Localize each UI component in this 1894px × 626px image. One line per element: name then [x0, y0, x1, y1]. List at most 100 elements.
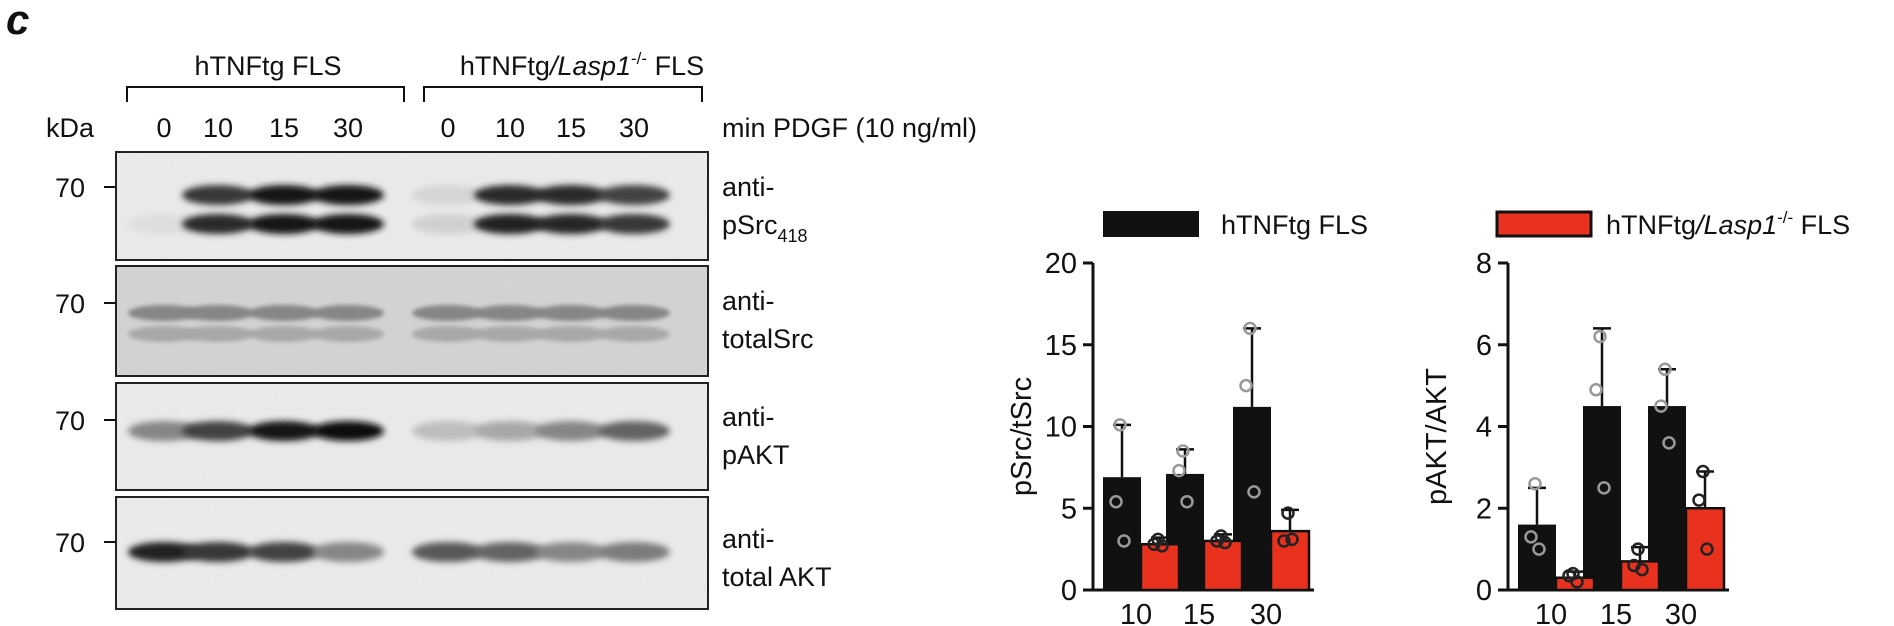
blot-band: [182, 214, 254, 234]
data-point: [1176, 444, 1190, 458]
y-axis-label: pSrc/tSrc: [1006, 377, 1038, 496]
data-point: [1117, 534, 1131, 548]
group-label-wt: hTNFtg FLS: [194, 51, 341, 81]
blot-band: [182, 185, 254, 205]
group-bracket-ko: [423, 86, 703, 102]
blot-strip: 70 anti-totalSrc: [55, 265, 814, 377]
data-point: [1692, 493, 1706, 507]
x-tick-label: 30: [1250, 599, 1282, 626]
blot-band: [412, 421, 484, 441]
x-tick-label: 15: [1600, 599, 1632, 626]
y-tick-label: 4: [1476, 412, 1492, 444]
marker-label: 70: [55, 528, 85, 558]
blot-band: [598, 421, 670, 441]
time-point-label: 30: [333, 113, 363, 143]
data-point: [1528, 476, 1542, 491]
legend-swatch-wt: [1103, 211, 1199, 237]
blot-band: [182, 421, 254, 441]
x-tick-label: 10: [1120, 599, 1152, 626]
x-tick-label: 30: [1665, 599, 1697, 626]
blot-band: [535, 214, 607, 234]
x-tick-label: 15: [1183, 599, 1215, 626]
blot-band: [312, 185, 384, 205]
data-point: [1172, 463, 1186, 478]
blot-band: [412, 305, 484, 321]
blot-band: [248, 421, 320, 441]
data-point: [1147, 537, 1161, 551]
antibody-label-line2: total AKT: [722, 562, 832, 592]
y-tick-label: 6: [1476, 330, 1492, 362]
bar: [1103, 477, 1141, 590]
data-point: [1570, 575, 1584, 589]
blot-band: [248, 214, 320, 234]
time-point-label: 15: [269, 113, 299, 143]
y-tick-label: 2: [1476, 493, 1492, 525]
blot-band: [182, 305, 254, 321]
data-point: [1589, 382, 1603, 397]
legend-label-ko: hTNFtg/Lasp1-/- FLS: [1606, 208, 1850, 240]
y-tick-label: 15: [1045, 330, 1077, 362]
data-point: [1277, 534, 1291, 548]
legend-label-wt: hTNFtg FLS: [1221, 210, 1368, 240]
y-tick-label: 8: [1476, 248, 1492, 280]
blot-band: [474, 185, 546, 205]
blot-band: [412, 185, 484, 205]
blot-band: [312, 421, 384, 441]
blot-band: [312, 326, 384, 342]
antibody-label-line1: anti-: [722, 524, 775, 554]
data-point: [1524, 530, 1538, 544]
blot-strip: 70 anti-total AKT: [55, 496, 832, 610]
group-label-ko: hTNFtg/Lasp1-/- FLS: [460, 49, 704, 81]
blot-band: [598, 185, 670, 205]
marker-label: 70: [55, 289, 85, 319]
blot-strip: 70 anti-pAKT: [55, 382, 790, 491]
data-point: [1285, 532, 1299, 547]
antibody-label-line2: pAKT: [722, 440, 790, 470]
blot-band: [248, 542, 320, 562]
y-axis-label: pAKT/AKT: [1421, 368, 1453, 505]
data-point: [1210, 534, 1224, 548]
y-tick-label: 10: [1045, 412, 1077, 444]
blot-band: [128, 305, 200, 321]
data-point: [1593, 329, 1607, 344]
blot-band: [474, 542, 546, 562]
blot-band: [182, 542, 254, 562]
bar: [1202, 539, 1244, 592]
y-tick-label: 0: [1061, 575, 1077, 607]
blot-band: [474, 214, 546, 234]
time-caption: min PDGF (10 ng/ml): [722, 113, 977, 143]
blot-band: [598, 326, 670, 342]
data-point: [1696, 464, 1710, 479]
data-point: [1654, 399, 1668, 413]
data-point: [1635, 562, 1649, 577]
data-point: [1281, 506, 1295, 520]
data-point: [1155, 539, 1169, 553]
time-point-label: 10: [495, 113, 525, 143]
data-point: [1658, 362, 1672, 377]
western-blots: 70 anti-pSrc418 70 anti-totalSrc 70 anti-pAKT…: [55, 151, 832, 610]
data-point: [1239, 378, 1253, 393]
blot-band: [598, 542, 670, 562]
time-point-label: 30: [619, 113, 649, 143]
blot-band: [312, 305, 384, 321]
time-point-label: 15: [556, 113, 586, 143]
data-point: [1113, 418, 1127, 432]
legend-swatch-ko: [1495, 210, 1593, 238]
blot-band: [412, 214, 484, 234]
time-point-label: 0: [440, 113, 455, 143]
blot-band: [535, 305, 607, 321]
blot-band: [248, 326, 320, 342]
blot-band: [248, 305, 320, 321]
time-point-labels: 0 10 15 30 0 10 15 30: [156, 113, 649, 143]
blot-texture: [117, 153, 707, 259]
blot-band: [598, 214, 670, 234]
marker-label: 70: [55, 406, 85, 436]
data-point: [1662, 436, 1676, 450]
y-tick-label: 5: [1061, 493, 1077, 525]
data-point: [1180, 494, 1194, 509]
blot-strip: 70 anti-pSrc418: [55, 151, 808, 261]
time-point-label: 0: [156, 113, 171, 143]
data-point: [1218, 535, 1232, 550]
